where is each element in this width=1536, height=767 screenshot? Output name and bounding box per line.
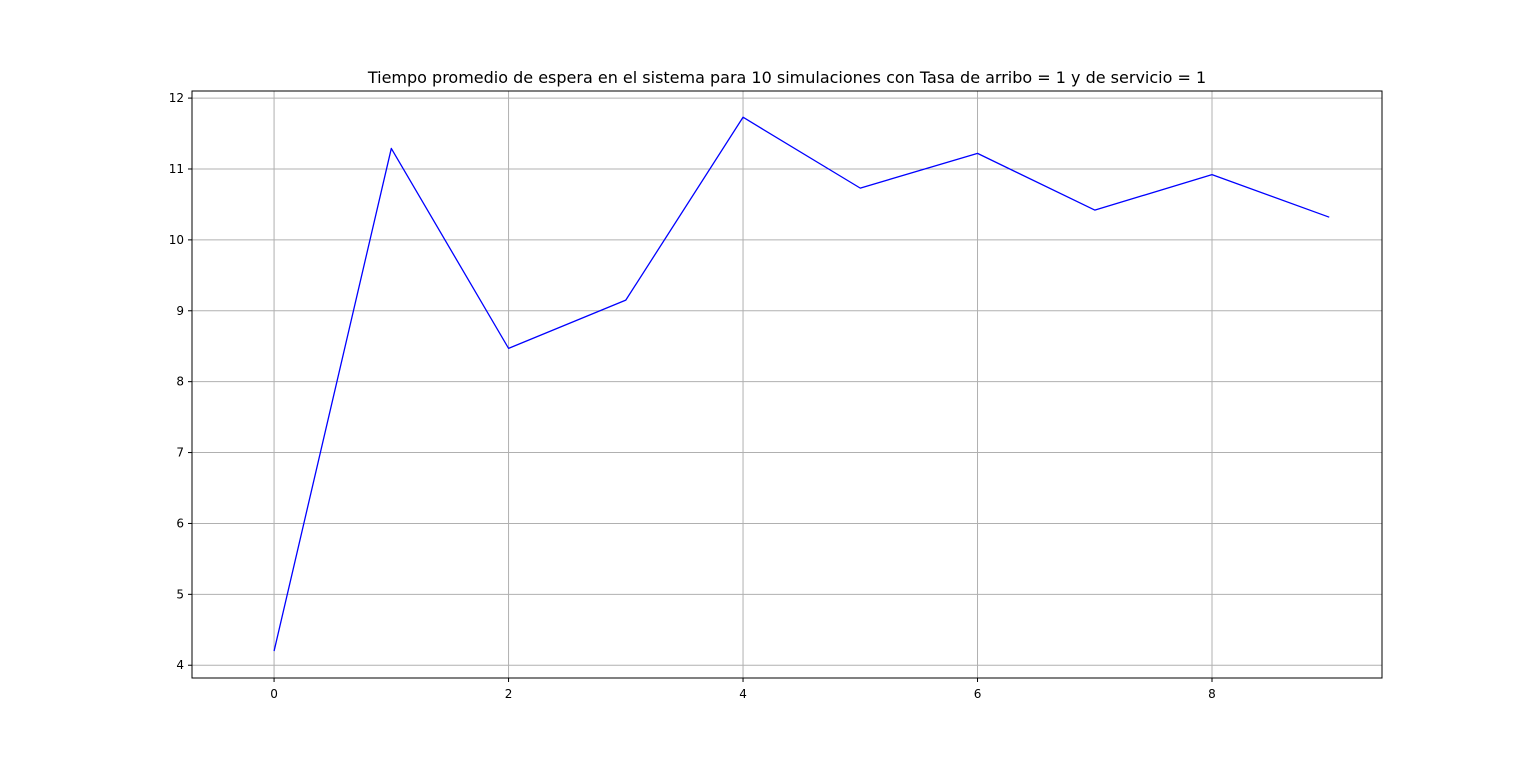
series-line [273, 116, 1330, 652]
x-tick-label: 2 [505, 687, 513, 701]
x-tick-label: 6 [974, 687, 982, 701]
y-tick-label: 11 [169, 162, 184, 176]
y-tick-label: 6 [176, 516, 184, 530]
x-tick-label: 4 [739, 687, 747, 701]
grid [192, 91, 1382, 678]
y-tick-label: 12 [169, 91, 184, 105]
x-tick-label: 8 [1208, 687, 1216, 701]
y-tick-label: 8 [176, 375, 184, 389]
y-tick-label: 9 [176, 304, 184, 318]
y-tick-label: 5 [176, 587, 184, 601]
ticks: 0 2 4 6 8 4 5 6 7 8 9 10 11 12 [169, 91, 1216, 701]
plot-frame [191, 90, 1383, 679]
y-tick-label: 10 [169, 233, 184, 247]
y-tick-label: 7 [176, 446, 184, 460]
series-layer [273, 116, 1330, 652]
x-tick-label: 0 [270, 687, 278, 701]
chart-title: Tiempo promedio de espera en el sistema … [367, 68, 1206, 87]
y-tick-label: 4 [176, 658, 184, 672]
